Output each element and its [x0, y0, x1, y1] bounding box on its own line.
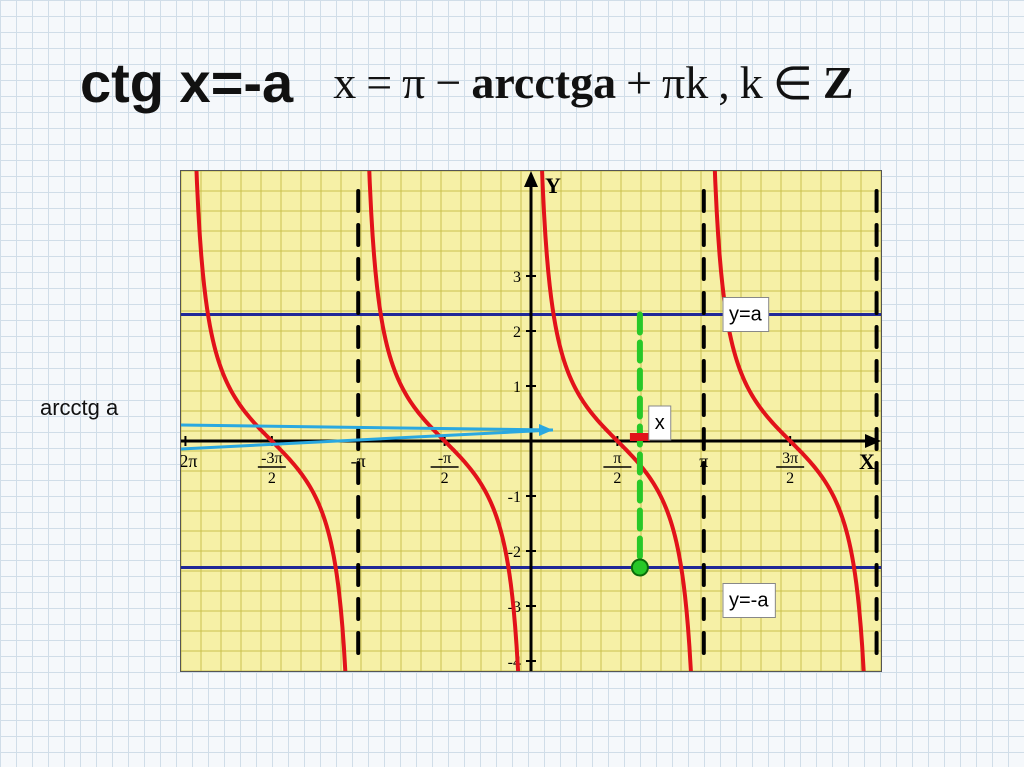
f-comma: , [718, 56, 730, 109]
svg-text:2: 2 [268, 470, 276, 487]
f-k: k [740, 56, 763, 109]
label-arcctg-a: arcctg a [40, 395, 118, 421]
svg-text:y=a: y=a [729, 304, 763, 326]
svg-text:Y: Y [545, 173, 561, 198]
svg-text:-1: -1 [508, 489, 521, 506]
svg-text:2: 2 [786, 470, 794, 487]
f-lhs: x [333, 56, 356, 109]
f-plus: + [626, 56, 652, 109]
f-eq: = [366, 56, 392, 109]
svg-text:-3π: -3π [261, 450, 282, 467]
svg-text:-2: -2 [508, 544, 521, 561]
svg-text:3: 3 [513, 269, 521, 286]
f-minus: − [435, 56, 461, 109]
f-arcctg: arcctga [471, 56, 616, 109]
formula: x = π − arcctga + πk , k ∈ Z [333, 56, 853, 110]
f-in: ∈ [773, 56, 813, 110]
svg-text:2: 2 [613, 470, 621, 487]
f-Z: Z [823, 56, 854, 109]
f-pi: π [402, 56, 425, 109]
svg-text:-2π: -2π [181, 451, 197, 471]
svg-text:2: 2 [513, 324, 521, 341]
svg-text:X: X [859, 449, 875, 474]
svg-text:y=-a: y=-a [729, 590, 769, 612]
svg-text:π: π [613, 450, 621, 467]
f-pik: πk [662, 56, 708, 109]
svg-text:2: 2 [441, 470, 449, 487]
svg-text:3π: 3π [782, 450, 798, 467]
page-title: ctg x=-a [80, 50, 293, 115]
svg-text:x: x [655, 412, 665, 434]
svg-text:1: 1 [513, 379, 521, 396]
svg-text:-π: -π [438, 450, 451, 467]
chart: YX-2π-3π2-π-π2π2π3π2123-1-2-3-4y=ay=-ax [180, 170, 882, 672]
